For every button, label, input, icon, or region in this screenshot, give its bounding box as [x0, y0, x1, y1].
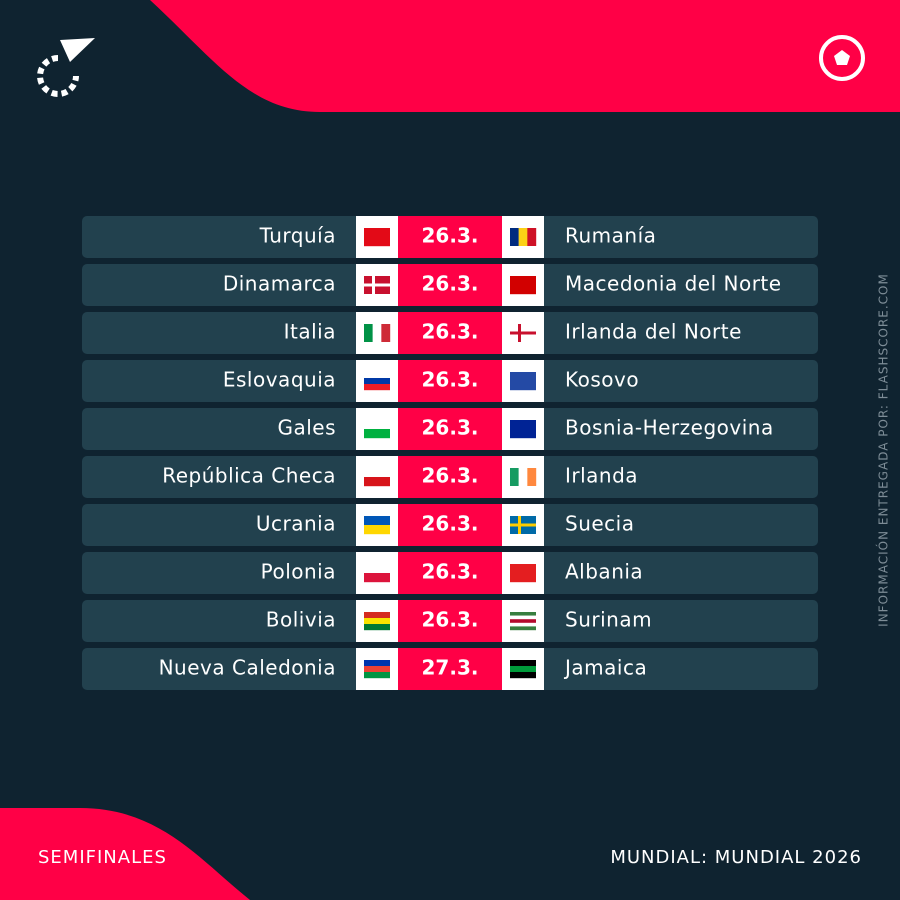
away-team: Albania [565, 560, 643, 584]
flag-stripe [510, 420, 536, 439]
flag-stripe [527, 468, 537, 486]
flag-stripe [510, 622, 536, 627]
home-team: Nueva Caledonia [159, 656, 336, 680]
match-date: 26.3. [422, 368, 479, 392]
flag-stripe [364, 573, 390, 583]
date-cell [398, 408, 502, 450]
home-team: Dinamarca [223, 272, 336, 296]
flag-stripe [364, 324, 373, 342]
home-team: Ucrania [256, 512, 336, 536]
flag-stripe [510, 612, 536, 616]
flag-stripe [364, 660, 390, 667]
match-date: 26.3. [422, 608, 479, 632]
flag-stripe [364, 420, 390, 430]
date-cell [398, 216, 502, 258]
flag-cross [510, 331, 536, 335]
top-banner [150, 0, 900, 112]
flag-stripe [510, 276, 536, 295]
flag-stripe [364, 384, 390, 391]
flag-stripe [381, 324, 391, 342]
away-team: Jamaica [563, 656, 647, 680]
flag-stripe [372, 324, 382, 342]
match-date: 26.3. [422, 416, 479, 440]
flag-stripe [364, 525, 390, 535]
match-date: 26.3. [422, 560, 479, 584]
ball-icon [819, 35, 865, 81]
match-date: 26.3. [422, 464, 479, 488]
stage-label: SEMIFINALES [38, 847, 167, 868]
flag-stripe [364, 477, 390, 487]
flag-stripe [510, 619, 536, 623]
away-team: Macedonia del Norte [565, 272, 782, 296]
date-cell [398, 360, 502, 402]
flag-stripe [510, 372, 536, 391]
source-label: INFORMACIÓN ENTREGADA POR: FLASHSCORE.CO… [876, 273, 891, 627]
away-team: Surinam [565, 608, 652, 632]
home-team: República Checa [162, 464, 336, 488]
flag-stripe [527, 228, 537, 246]
flag-stripe [510, 626, 536, 631]
away-team: Kosovo [565, 368, 639, 392]
flag-stripe [510, 564, 536, 583]
date-cell [398, 648, 502, 690]
flag-stripe [364, 372, 390, 379]
home-team: Gales [277, 416, 336, 440]
home-team: Italia [284, 320, 336, 344]
date-cell [398, 600, 502, 642]
date-cell [398, 312, 502, 354]
flag-stripe [510, 672, 536, 679]
bottom-banner [0, 808, 250, 900]
home-team: Polonia [261, 560, 336, 584]
flag-stripe [518, 228, 528, 246]
logo [37, 38, 95, 97]
flag-stripe [364, 228, 390, 247]
away-team: Suecia [565, 512, 634, 536]
away-team: Irlanda del Norte [565, 320, 742, 344]
home-team: Eslovaquia [223, 368, 336, 392]
flag-stripe [364, 618, 390, 625]
flag-stripe [518, 468, 528, 486]
flag-stripe [364, 564, 390, 574]
match-date: 26.3. [422, 224, 479, 248]
match-date: 26.3. [422, 320, 479, 344]
flag-stripe [510, 615, 536, 620]
flag-stripe [510, 660, 536, 667]
home-team: Turquía [259, 224, 336, 248]
competition-label: MUNDIAL: MUNDIAL 2026 [610, 847, 862, 868]
flag-stripe [364, 516, 390, 526]
date-cell [398, 264, 502, 306]
flag-stripe [510, 666, 536, 673]
match-date: 26.3. [422, 272, 479, 296]
flag-cross [364, 283, 390, 287]
flag-stripe [364, 624, 390, 631]
flag-stripe [364, 612, 390, 619]
flag-cross [510, 523, 536, 527]
flag-stripe [364, 672, 390, 679]
flag-stripe [510, 468, 519, 486]
away-team: Bosnia-Herzegovina [565, 416, 774, 440]
flag-stripe [364, 468, 390, 478]
date-cell [398, 552, 502, 594]
match-date: 27.3. [422, 656, 479, 680]
date-cell [398, 504, 502, 546]
flag-stripe [364, 666, 390, 673]
home-team: Bolivia [266, 608, 336, 632]
date-cell [398, 456, 502, 498]
flag-stripe [364, 378, 390, 385]
away-team: Rumanía [565, 224, 656, 248]
match-date: 26.3. [422, 512, 479, 536]
flag-stripe [510, 228, 519, 246]
flag-stripe [364, 429, 390, 439]
away-team: Irlanda [565, 464, 638, 488]
